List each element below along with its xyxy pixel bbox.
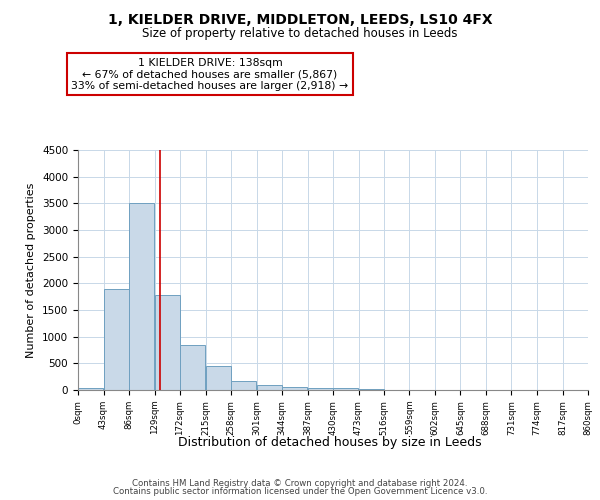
Bar	[257, 385, 282, 390]
Y-axis label: Number of detached properties: Number of detached properties	[26, 182, 37, 358]
Bar	[359, 389, 384, 390]
Bar	[333, 388, 358, 390]
Text: 1, KIELDER DRIVE, MIDDLETON, LEEDS, LS10 4FX: 1, KIELDER DRIVE, MIDDLETON, LEEDS, LS10…	[107, 12, 493, 26]
Bar	[78, 388, 103, 390]
Text: Contains HM Land Registry data © Crown copyright and database right 2024.: Contains HM Land Registry data © Crown c…	[132, 478, 468, 488]
Bar	[231, 382, 256, 390]
Bar	[206, 366, 231, 390]
Text: Size of property relative to detached houses in Leeds: Size of property relative to detached ho…	[142, 28, 458, 40]
Bar	[104, 288, 129, 390]
Text: 1 KIELDER DRIVE: 138sqm
← 67% of detached houses are smaller (5,867)
33% of semi: 1 KIELDER DRIVE: 138sqm ← 67% of detache…	[71, 58, 349, 90]
Text: Contains public sector information licensed under the Open Government Licence v3: Contains public sector information licen…	[113, 487, 487, 496]
Bar	[129, 204, 154, 390]
Bar	[282, 387, 307, 390]
Text: Distribution of detached houses by size in Leeds: Distribution of detached houses by size …	[178, 436, 482, 449]
Bar	[155, 295, 180, 390]
Bar	[308, 388, 333, 390]
Bar	[180, 345, 205, 390]
